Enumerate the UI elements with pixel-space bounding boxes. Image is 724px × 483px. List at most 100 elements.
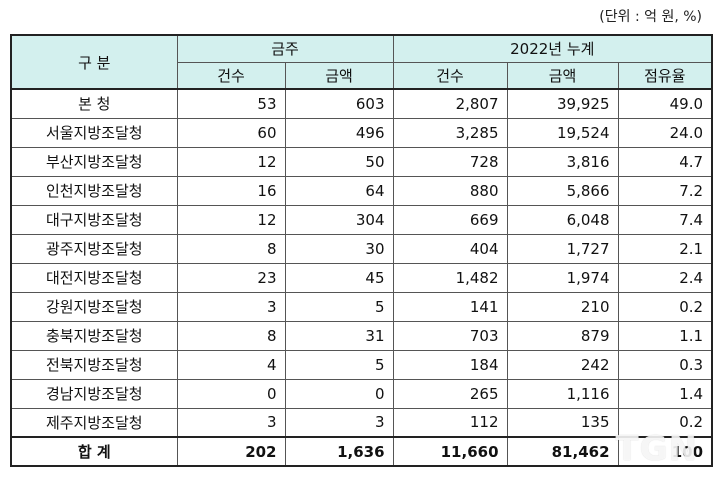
cell-w-amount: 64 <box>284 175 394 206</box>
cell-c-count: 112 <box>392 407 508 438</box>
cell-w-amount: 50 <box>284 146 394 177</box>
table-row: 충북지방조달청 8 31 703 879 1.1 <box>10 320 713 351</box>
cell-w-count: 60 <box>176 117 286 148</box>
cell-share: 1.4 <box>617 378 713 409</box>
cell-c-count: 265 <box>392 378 508 409</box>
cell-w-count: 16 <box>176 175 286 206</box>
cell-w-count: 23 <box>176 262 286 293</box>
table-row: 전북지방조달청 4 5 184 242 0.3 <box>10 349 713 380</box>
cell-c-amount: 1,974 <box>506 262 619 293</box>
cell-w-count: 8 <box>176 233 286 264</box>
cell-c-count: 3,285 <box>392 117 508 148</box>
cell-name: 경남지방조달청 <box>10 378 178 409</box>
header-week-count: 건수 <box>176 61 286 90</box>
cell-c-amount: 1,727 <box>506 233 619 264</box>
cell-c-amount: 135 <box>506 407 619 438</box>
cell-name: 제주지방조달청 <box>10 407 178 438</box>
cell-w-count: 12 <box>176 146 286 177</box>
cell-share: 24.0 <box>617 117 713 148</box>
cell-c-count: 184 <box>392 349 508 380</box>
cell-w-count: 53 <box>176 88 286 119</box>
cell-share: 2.4 <box>617 262 713 293</box>
cell-c-amount: 5,866 <box>506 175 619 206</box>
cell-c-count: 703 <box>392 320 508 351</box>
cell-w-amount: 603 <box>284 88 394 119</box>
cell-name: 대구지방조달청 <box>10 204 178 235</box>
header-cumulative: 2022년 누계 <box>392 34 713 63</box>
cell-c-amount: 3,816 <box>506 146 619 177</box>
cell-c-count: 728 <box>392 146 508 177</box>
total-c-amount: 81,462 <box>506 436 619 467</box>
cell-share: 7.2 <box>617 175 713 206</box>
table-row: 대전지방조달청 23 45 1,482 1,974 2.4 <box>10 262 713 293</box>
cell-name: 서울지방조달청 <box>10 117 178 148</box>
cell-share: 1.1 <box>617 320 713 351</box>
cell-c-amount: 1,116 <box>506 378 619 409</box>
cell-c-count: 880 <box>392 175 508 206</box>
total-row: 합 계 202 1,636 11,660 81,462 100 <box>10 436 713 467</box>
cell-name: 부산지방조달청 <box>10 146 178 177</box>
cell-share: 0.2 <box>617 291 713 322</box>
cell-w-amount: 30 <box>284 233 394 264</box>
cell-c-count: 669 <box>392 204 508 235</box>
cell-name: 강원지방조달청 <box>10 291 178 322</box>
cell-c-amount: 19,524 <box>506 117 619 148</box>
cell-name: 전북지방조달청 <box>10 349 178 380</box>
cell-w-count: 4 <box>176 349 286 380</box>
cell-w-amount: 5 <box>284 291 394 322</box>
total-w-amount: 1,636 <box>284 436 394 467</box>
cell-c-count: 2,807 <box>392 88 508 119</box>
cell-name: 광주지방조달청 <box>10 233 178 264</box>
cell-w-amount: 3 <box>284 407 394 438</box>
cell-w-count: 0 <box>176 378 286 409</box>
cell-w-amount: 496 <box>284 117 394 148</box>
cell-w-amount: 304 <box>284 204 394 235</box>
table-row: 경남지방조달청 0 0 265 1,116 1.4 <box>10 378 713 409</box>
cell-w-count: 3 <box>176 407 286 438</box>
cell-c-amount: 210 <box>506 291 619 322</box>
table-row: 부산지방조달청 12 50 728 3,816 4.7 <box>10 146 713 177</box>
table-row: 제주지방조달청 3 3 112 135 0.2 <box>10 407 713 438</box>
procurement-table: 구 분 금주 2022년 누계 건수 금액 건수 금액 점유율 본 청 53 603… <box>10 34 714 467</box>
table-row: 광주지방조달청 8 30 404 1,727 2.1 <box>10 233 713 264</box>
cell-w-count: 12 <box>176 204 286 235</box>
header-cum-count: 건수 <box>392 61 508 90</box>
header-share: 점유율 <box>617 61 713 90</box>
cell-name: 충북지방조달청 <box>10 320 178 351</box>
tgn-watermark: TGN <box>615 429 698 469</box>
table-row: 서울지방조달청 60 496 3,285 19,524 24.0 <box>10 117 713 148</box>
total-w-count: 202 <box>176 436 286 467</box>
cell-c-amount: 242 <box>506 349 619 380</box>
cell-w-count: 8 <box>176 320 286 351</box>
header-cum-amount: 금액 <box>506 61 619 90</box>
table-row: 인천지방조달청 16 64 880 5,866 7.2 <box>10 175 713 206</box>
cell-c-count: 1,482 <box>392 262 508 293</box>
cell-c-count: 404 <box>392 233 508 264</box>
cell-c-amount: 879 <box>506 320 619 351</box>
cell-w-amount: 5 <box>284 349 394 380</box>
total-name: 합 계 <box>10 436 178 467</box>
cell-name: 인천지방조달청 <box>10 175 178 206</box>
header-category: 구 분 <box>10 34 178 90</box>
cell-share: 0.2 <box>617 407 713 438</box>
table-row: 본 청 53 603 2,807 39,925 49.0 <box>10 88 713 119</box>
header-this-week: 금주 <box>176 34 394 63</box>
cell-name: 대전지방조달청 <box>10 262 178 293</box>
cell-name: 본 청 <box>10 88 178 119</box>
cell-w-amount: 31 <box>284 320 394 351</box>
cell-c-amount: 39,925 <box>506 88 619 119</box>
cell-share: 4.7 <box>617 146 713 177</box>
table-row: 강원지방조달청 3 5 141 210 0.2 <box>10 291 713 322</box>
cell-share: 0.3 <box>617 349 713 380</box>
total-share: 100 <box>617 436 713 467</box>
table-row: 대구지방조달청 12 304 669 6,048 7.4 <box>10 204 713 235</box>
cell-c-count: 141 <box>392 291 508 322</box>
cell-w-amount: 45 <box>284 262 394 293</box>
unit-note: (단위 : 억 원, %) <box>599 9 702 25</box>
cell-c-amount: 6,048 <box>506 204 619 235</box>
cell-share: 7.4 <box>617 204 713 235</box>
cell-share: 2.1 <box>617 233 713 264</box>
cell-w-amount: 0 <box>284 378 394 409</box>
header-week-amount: 금액 <box>284 61 394 90</box>
cell-share: 49.0 <box>617 88 713 119</box>
